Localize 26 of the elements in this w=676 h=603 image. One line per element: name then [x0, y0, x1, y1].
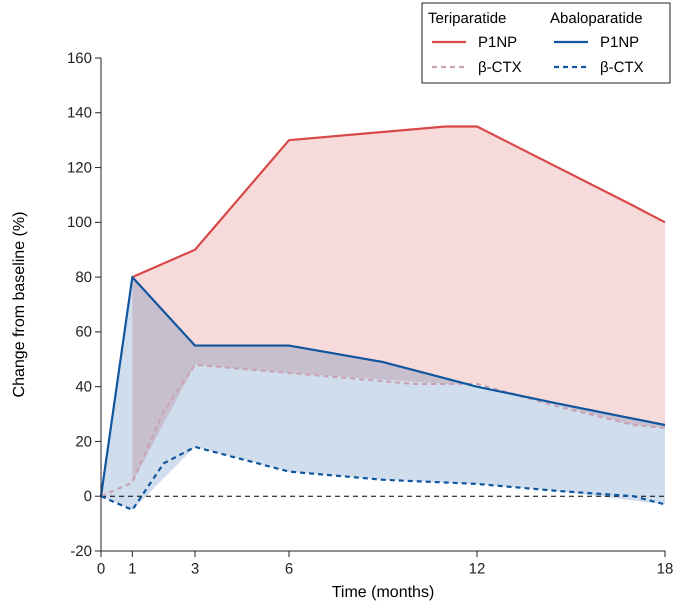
x-tick-label: 3: [190, 560, 200, 578]
y-tick-label: 100: [66, 214, 92, 232]
y-tick-label: 160: [66, 50, 92, 67]
text: Abaloparatide: [550, 10, 643, 27]
y-tick-label: 140: [66, 104, 92, 122]
x-tick-label: 18: [656, 560, 674, 578]
line-series: [100, 364, 666, 498]
text: Teriparatide: [428, 10, 506, 27]
y-tick-label: -20: [70, 542, 92, 560]
x-tick-label: 6: [284, 560, 294, 578]
y-tick-label: 0: [84, 488, 92, 506]
legend-label: β-CTX: [600, 59, 644, 76]
x-tick-label: 1: [128, 560, 137, 578]
line-series: [131, 125, 666, 278]
y-tick-label: 20: [75, 433, 92, 450]
y-tick-label: 120: [66, 159, 92, 176]
y-tick-label: 40: [75, 378, 92, 396]
x-tick-label: 12: [468, 560, 486, 578]
x-axis-title: Time (months): [332, 584, 434, 601]
y-tick-label: 60: [75, 324, 92, 341]
x-tick-label: 0: [96, 560, 106, 578]
legend-label: P1NP: [478, 34, 518, 51]
legend-label: P1NP: [600, 34, 640, 51]
y-axis-title: Change from baseline (%): [11, 212, 28, 398]
y-tick-label: 80: [75, 268, 92, 286]
legend-label: β-CTX: [478, 59, 522, 76]
